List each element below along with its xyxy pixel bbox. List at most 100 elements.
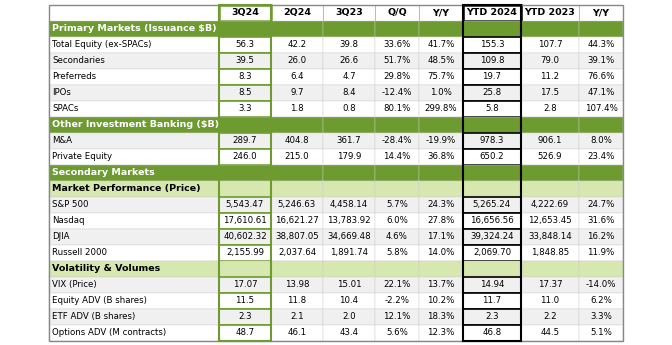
Text: 16.2%: 16.2%	[587, 232, 615, 241]
Text: 2Q24: 2Q24	[283, 8, 311, 17]
Bar	[271, 69, 323, 85]
Text: 2,069.70: 2,069.70	[473, 248, 511, 257]
Bar	[579, 132, 623, 148]
Bar	[463, 100, 521, 117]
Bar	[219, 293, 271, 308]
Text: DJIA: DJIA	[52, 232, 69, 241]
Text: 11.5: 11.5	[235, 296, 255, 305]
Bar	[323, 20, 375, 37]
Bar	[323, 308, 375, 325]
Text: 5.1%: 5.1%	[590, 328, 612, 337]
Text: 41.7%: 41.7%	[427, 40, 455, 49]
Text: Equity ADV (B shares): Equity ADV (B shares)	[52, 296, 147, 305]
Bar	[271, 37, 323, 52]
Bar	[271, 197, 323, 213]
Text: 404.8: 404.8	[285, 136, 309, 145]
Bar	[521, 148, 579, 165]
Text: 24.7%: 24.7%	[587, 200, 615, 209]
Bar	[463, 52, 521, 69]
Text: 4.7: 4.7	[342, 72, 355, 81]
Text: 8.5: 8.5	[238, 88, 252, 97]
Bar	[219, 180, 271, 197]
Text: ETF ADV (B shares): ETF ADV (B shares)	[52, 312, 135, 321]
Bar	[219, 69, 271, 85]
Bar	[49, 52, 219, 69]
Text: Options ADV (M contracts): Options ADV (M contracts)	[52, 328, 166, 337]
Bar	[219, 308, 271, 325]
Bar	[271, 100, 323, 117]
Text: 76.6%: 76.6%	[587, 72, 615, 81]
Bar	[323, 228, 375, 245]
Bar	[419, 308, 463, 325]
Text: IPOs: IPOs	[52, 88, 71, 97]
Bar	[521, 117, 579, 132]
Text: 5,543.47: 5,543.47	[226, 200, 264, 209]
Bar	[521, 325, 579, 341]
Text: 11.8: 11.8	[288, 296, 306, 305]
Text: 4.6%: 4.6%	[386, 232, 408, 241]
Bar	[49, 100, 219, 117]
Bar	[49, 197, 219, 213]
Bar	[463, 325, 521, 341]
Text: 10.2%: 10.2%	[427, 296, 455, 305]
Text: 19.7: 19.7	[482, 72, 501, 81]
Bar	[463, 148, 521, 165]
Bar	[219, 325, 271, 341]
Bar	[219, 245, 271, 260]
Text: 3.3: 3.3	[238, 104, 252, 113]
Bar	[323, 4, 375, 20]
Text: 10.4: 10.4	[339, 296, 359, 305]
Bar	[375, 260, 419, 276]
Bar	[219, 4, 271, 341]
Bar	[219, 100, 271, 117]
Bar	[323, 197, 375, 213]
Text: Primary Markets (Issuance $B): Primary Markets (Issuance $B)	[52, 24, 216, 33]
Bar	[271, 260, 323, 276]
Bar	[323, 52, 375, 69]
Text: 8.3: 8.3	[238, 72, 252, 81]
Text: 155.3: 155.3	[480, 40, 504, 49]
Bar	[463, 85, 521, 100]
Text: 13,783.92: 13,783.92	[327, 216, 371, 225]
Text: 2.3: 2.3	[485, 312, 499, 321]
Bar	[521, 4, 579, 20]
Bar	[271, 228, 323, 245]
Text: 33,848.14: 33,848.14	[528, 232, 572, 241]
Text: 109.8: 109.8	[480, 56, 504, 65]
Bar	[419, 276, 463, 293]
Bar	[219, 213, 271, 228]
Bar	[463, 228, 521, 245]
Bar	[579, 100, 623, 117]
Text: SPACs: SPACs	[52, 104, 79, 113]
Bar	[271, 180, 323, 197]
Text: 11.2: 11.2	[540, 72, 560, 81]
Text: 107.4%: 107.4%	[585, 104, 618, 113]
Bar	[219, 228, 271, 245]
Bar	[49, 325, 219, 341]
Bar	[419, 260, 463, 276]
Bar	[419, 180, 463, 197]
Text: 80.1%: 80.1%	[383, 104, 411, 113]
Bar	[463, 132, 521, 148]
Text: 12.3%: 12.3%	[427, 328, 455, 337]
Text: 22.1%: 22.1%	[383, 280, 411, 289]
Bar	[375, 197, 419, 213]
Text: 36.8%: 36.8%	[427, 152, 455, 161]
Bar	[463, 325, 521, 341]
Text: 215.0: 215.0	[285, 152, 309, 161]
Bar	[463, 308, 521, 325]
Bar	[271, 132, 323, 148]
Text: 44.3%: 44.3%	[587, 40, 615, 49]
Bar	[419, 325, 463, 341]
Bar	[219, 165, 271, 180]
Text: 8.0%: 8.0%	[590, 136, 612, 145]
Text: 14.94: 14.94	[480, 280, 504, 289]
Text: 5,246.63: 5,246.63	[278, 200, 316, 209]
Text: Private Equity: Private Equity	[52, 152, 112, 161]
Bar	[419, 245, 463, 260]
Bar	[323, 132, 375, 148]
Bar	[463, 245, 521, 260]
Bar	[521, 20, 579, 37]
Text: 3Q23: 3Q23	[335, 8, 363, 17]
Text: -28.4%: -28.4%	[382, 136, 412, 145]
